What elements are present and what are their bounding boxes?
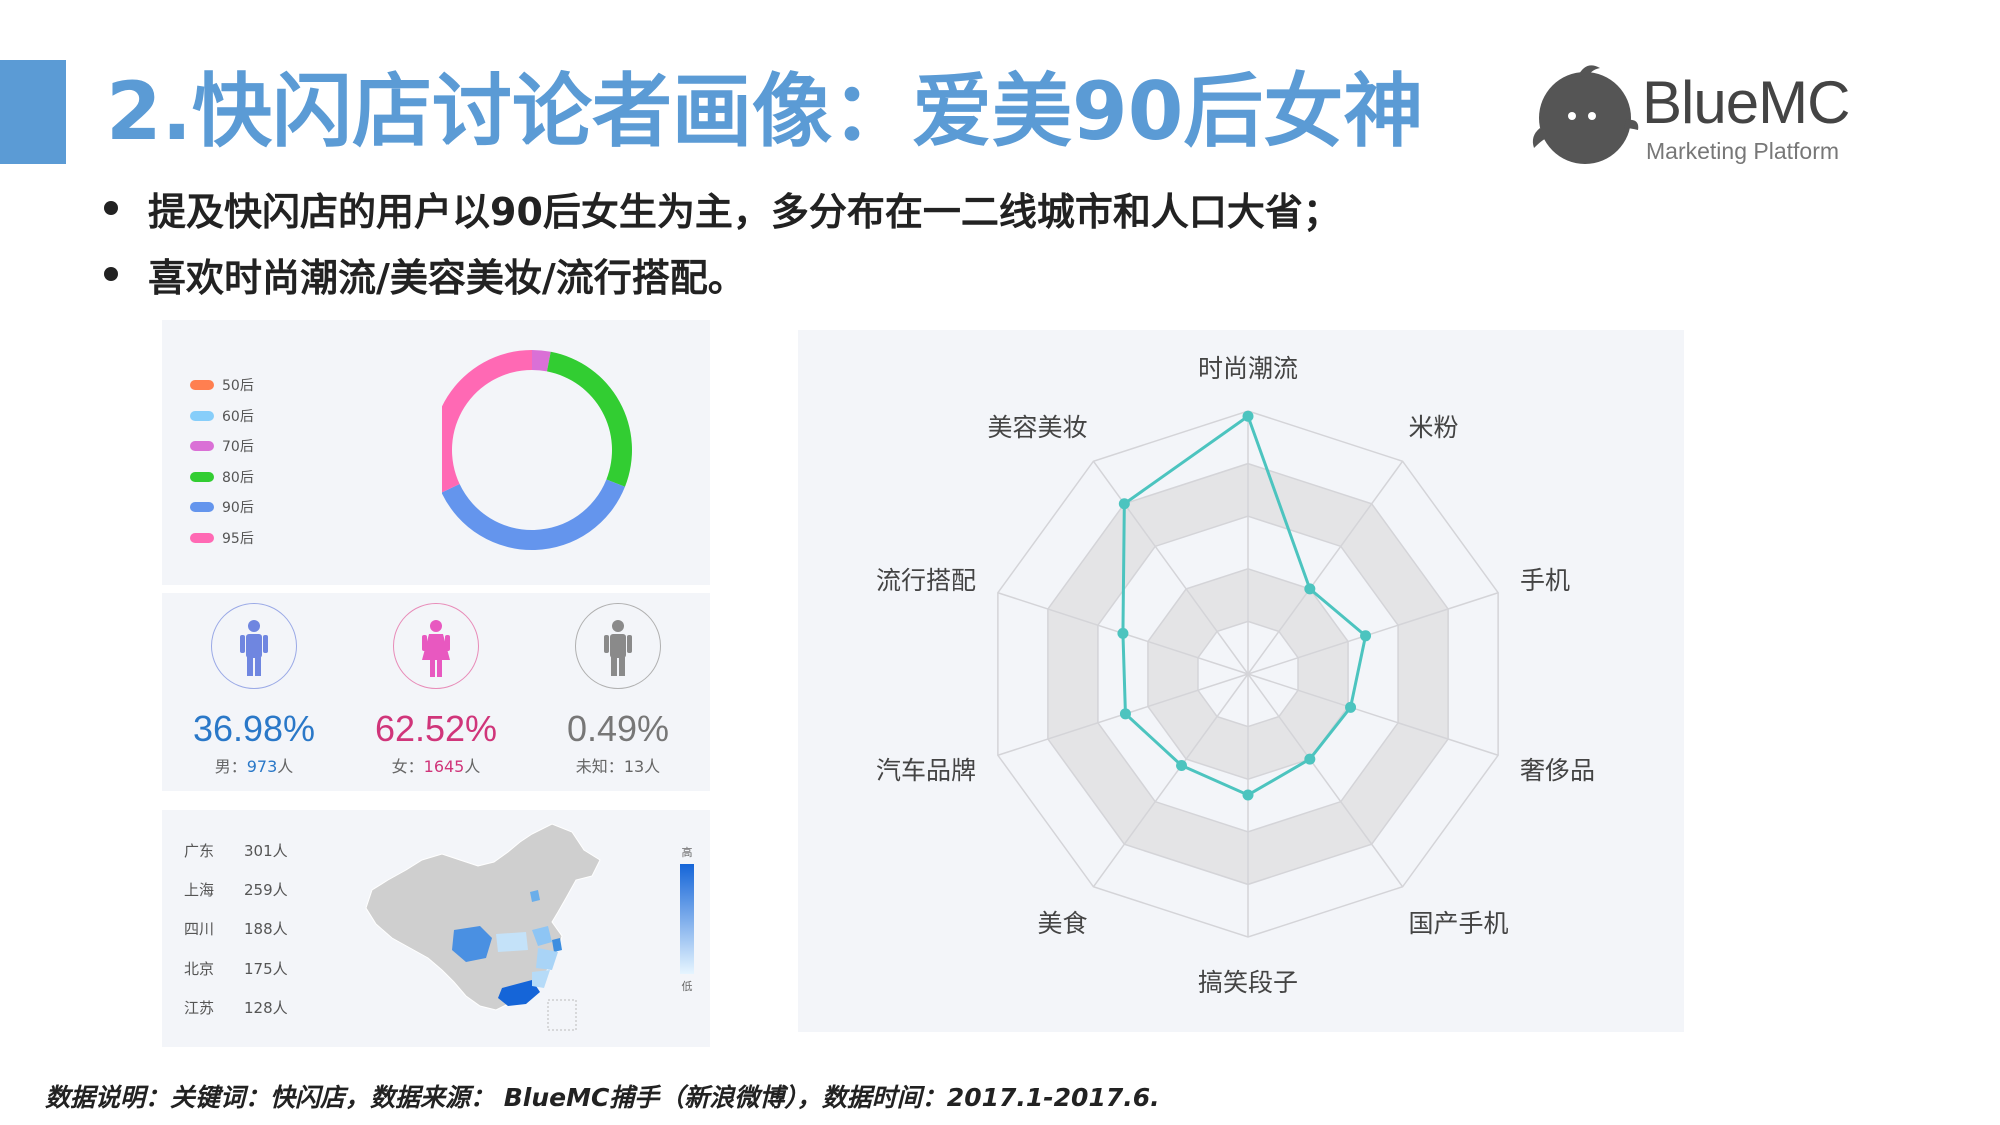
- age-donut-chart: [442, 350, 632, 550]
- bird-logo-icon: [1532, 65, 1639, 164]
- radar-point-流行搭配[interactable]: [1117, 627, 1129, 639]
- legend-swatch-icon: [190, 410, 214, 421]
- legend-label: 60后: [222, 408, 254, 425]
- map-region-guangdong: [498, 980, 540, 1006]
- radar-axis-label: 美容美妆: [987, 412, 1088, 442]
- female-person-icon: [393, 603, 479, 689]
- heat-scale-high: 高: [682, 845, 693, 859]
- radar-axis-line: [1247, 460, 1404, 675]
- map-region-zhejiang: [536, 948, 558, 970]
- map-region-beijing: [530, 890, 540, 902]
- legend-label: 95后: [222, 530, 254, 547]
- legend-swatch-icon: [190, 441, 214, 452]
- china-heatmap: 高 低: [365, 823, 694, 1031]
- radar-point-汽车品牌[interactable]: [1119, 708, 1131, 720]
- female-percentage: 62.52%: [374, 708, 498, 749]
- legend-label: 80后: [222, 469, 254, 486]
- data-footnote: 数据说明：关键词：快闪店，数据来源： BlueMC捕手（新浪微博），数据时间：2…: [45, 1083, 1160, 1112]
- logo-text: BlueMC: [1642, 69, 1850, 136]
- radar-axis-line: [1247, 592, 1499, 675]
- legend-label: 50后: [222, 378, 254, 395]
- radar-axis-label: 搞笑段子: [1198, 968, 1299, 997]
- radar-axis-line: [1092, 673, 1249, 888]
- bullet-item: 喜欢时尚潮流/美容美妆/流行搭配。: [104, 241, 1341, 307]
- male-percentage: 36.98%: [192, 708, 316, 749]
- radar-axis-label: 米粉: [1408, 412, 1459, 442]
- radar-axis-label: 流行搭配: [876, 566, 977, 596]
- unknown-percentage: 0.49%: [566, 708, 670, 749]
- province-map-panel: 广东 301人 上海 259人 四川 188人 北京 175人 江苏 128人 高 低: [162, 810, 710, 1047]
- legend-item[interactable]: 60后: [190, 401, 254, 432]
- interest-radar-chart: [997, 410, 1499, 938]
- female-count: 女：1645人: [391, 757, 481, 776]
- legend-swatch-icon: [190, 532, 214, 543]
- page-title: 2.快闪店讨论者画像：爱美90后女神: [106, 65, 1424, 158]
- unknown-count: 未知：13人: [575, 757, 661, 776]
- bullet-text: 喜欢时尚潮流/美容美妆/流行搭配。: [148, 255, 746, 300]
- bullet-text: 提及快闪店的用户以90后女生为主，多分布在一二线城市和人口大省；: [148, 189, 1341, 234]
- radar-axis-label: 手机: [1519, 566, 1570, 596]
- map-mainland: [365, 823, 601, 1011]
- radar-point-手机[interactable]: [1360, 630, 1372, 642]
- bullet-dot-icon: [104, 267, 118, 281]
- legend-swatch-icon: [190, 502, 214, 513]
- donut-slice-70后[interactable]: [532, 350, 551, 372]
- radar-axis-line: [1247, 673, 1499, 756]
- radar-axis-line: [1092, 460, 1249, 675]
- heat-scale-bar: [680, 864, 694, 974]
- gender-unknown: 0.49% 未知：13人: [528, 593, 708, 777]
- donut-slice-90后[interactable]: [442, 479, 625, 550]
- bullet-dot-icon: [104, 201, 118, 215]
- legend-item[interactable]: 90后: [190, 492, 254, 523]
- legend-swatch-icon: [190, 380, 214, 391]
- radar-axis-line: [1247, 673, 1404, 888]
- legend-label: 90后: [222, 500, 254, 517]
- radar-point-时尚潮流[interactable]: [1242, 410, 1254, 422]
- legend-item[interactable]: 80后: [190, 462, 254, 493]
- male-count: 男：973人: [214, 757, 294, 776]
- map-region-hubei: [496, 932, 528, 952]
- gender-male: 36.98% 男：973人: [164, 593, 344, 777]
- radar-axis-label: 国产手机: [1408, 909, 1509, 939]
- province-row: 广东 301人: [184, 842, 288, 860]
- logo-subtitle: Marketing Platform: [1646, 138, 1840, 164]
- province-row: 四川 188人: [184, 920, 288, 938]
- radar-axis-label: 汽车品牌: [876, 755, 977, 785]
- radar-point-米粉[interactable]: [1304, 583, 1316, 595]
- radar-point-美容美妆[interactable]: [1118, 498, 1130, 510]
- radar-axis-label: 美食: [1037, 909, 1088, 939]
- donut-slice-95后[interactable]: [442, 350, 532, 493]
- legend-item[interactable]: 70后: [190, 431, 254, 462]
- map-region-jiangsu: [532, 926, 552, 946]
- unknown-person-icon: [575, 603, 661, 689]
- gender-panel: 36.98% 男：973人 62.52% 女：1645人 0.49% 未知：13…: [162, 593, 710, 791]
- bluemc-logo: BlueMC Marketing Platform: [1530, 58, 1860, 178]
- province-row: 北京 175人: [184, 960, 288, 978]
- legend-item[interactable]: 50后: [190, 370, 254, 401]
- legend-item[interactable]: 95后: [190, 523, 254, 554]
- gender-female: 62.52% 女：1645人: [346, 593, 526, 777]
- legend-swatch-icon: [190, 471, 214, 482]
- bullet-list: 提及快闪店的用户以90后女生为主，多分布在一二线城市和人口大省； 喜欢时尚潮流/…: [104, 175, 1341, 307]
- age-legend: 50后 60后 70后 80后 90后 95后: [190, 370, 254, 553]
- radar-point-国产手机[interactable]: [1304, 753, 1316, 765]
- donut-slice-80后[interactable]: [546, 351, 632, 487]
- radar-axis-label: 奢侈品: [1519, 755, 1595, 785]
- radar-axis-label: 时尚潮流: [1198, 354, 1299, 383]
- province-row: 江苏 128人: [184, 999, 288, 1017]
- male-person-icon: [211, 603, 297, 689]
- radar-point-美食[interactable]: [1176, 759, 1188, 771]
- age-donut-panel: 50后 60后 70后 80后 90后 95后: [162, 320, 710, 585]
- title-accent-bar: [0, 60, 66, 164]
- radar-point-搞笑段子[interactable]: [1242, 789, 1254, 801]
- map-region-sichuan: [452, 926, 492, 962]
- bullet-item: 提及快闪店的用户以90后女生为主，多分布在一二线城市和人口大省；: [104, 175, 1341, 241]
- heat-scale-low: 低: [682, 980, 693, 993]
- province-row: 上海 259人: [184, 881, 288, 899]
- interest-radar-panel: 时尚潮流米粉手机奢侈品国产手机搞笑段子 美食 汽车品牌 流行搭配 美容美妆: [798, 330, 1684, 1032]
- legend-label: 70后: [222, 439, 254, 456]
- map-region-fujian: [532, 970, 550, 988]
- map-region-shanghai: [552, 938, 562, 952]
- radar-point-奢侈品[interactable]: [1345, 701, 1357, 713]
